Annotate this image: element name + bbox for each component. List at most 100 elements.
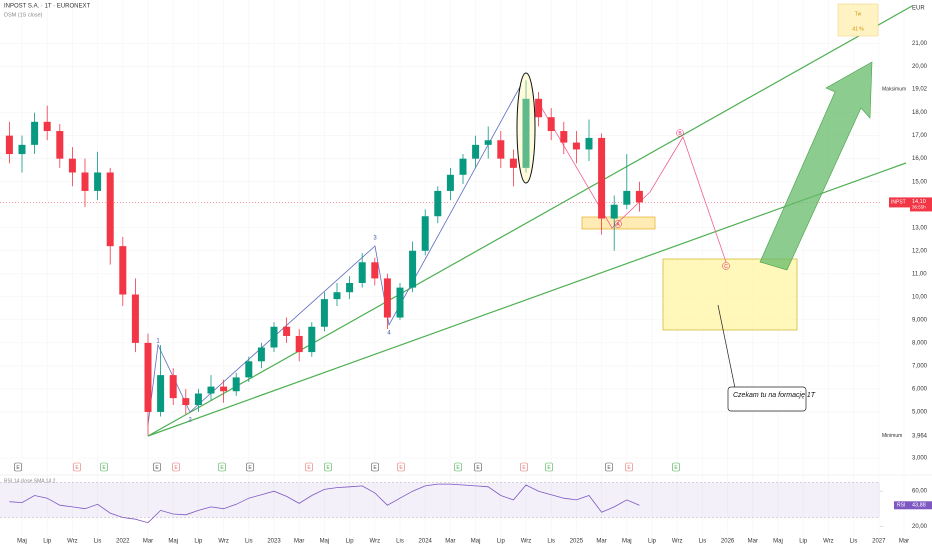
callout (727, 386, 807, 412)
trend-line (147, 5, 913, 437)
event-label[interactable]: E (102, 465, 106, 471)
x-tick-label: 2022 (116, 539, 130, 545)
wave-circle (676, 129, 684, 137)
x-tick-label: 2025 (570, 539, 584, 545)
x-tick-label: Mar (899, 539, 909, 545)
trend-line (147, 162, 907, 437)
symbol-title: INPOST S.A. · 1T · EURONEXT (4, 4, 90, 10)
event-label[interactable]: E (522, 465, 526, 471)
event-label[interactable]: E (248, 465, 252, 471)
candle-body (283, 326, 291, 336)
target-box (837, 3, 879, 37)
x-tick-label: Maj (622, 539, 632, 545)
rsi-title: RSI 14 close SMA 14 2 (4, 478, 56, 484)
event-icon[interactable] (324, 462, 332, 472)
x-tick-label: Wrz (370, 539, 381, 545)
event-icon[interactable] (246, 462, 254, 472)
candle-body (497, 140, 505, 159)
wave-path (539, 104, 727, 263)
event-icon[interactable] (371, 462, 379, 472)
x-tick-label: Lis (547, 539, 555, 545)
event-label[interactable]: E (399, 465, 403, 471)
event-icon[interactable] (605, 462, 613, 472)
x-tick-label: Mar (143, 539, 153, 545)
event-icon[interactable] (100, 462, 108, 472)
price-tag-name: Minimum (882, 433, 902, 439)
candle-body (220, 386, 228, 392)
candle-body (43, 121, 51, 132)
candle-body (409, 250, 417, 288)
candle-body (610, 204, 618, 219)
support-zone (581, 216, 656, 230)
event-icon[interactable] (397, 462, 405, 472)
x-tick-label: Lip (194, 539, 203, 545)
rsi-tick-label: 20,00 (912, 524, 928, 530)
candle-body (472, 144, 480, 159)
x-tick-label: Lip (648, 539, 657, 545)
target-box-text: Tw (855, 11, 862, 17)
candle-body (333, 292, 341, 300)
candle-body (572, 142, 580, 150)
candle-body (94, 172, 102, 191)
y-tick-label: 18,00 (912, 110, 928, 116)
candle-body (320, 299, 328, 327)
wave-label: B (678, 131, 682, 137)
event-icon[interactable] (153, 462, 161, 472)
rsi-tag (910, 501, 932, 510)
event-label[interactable]: E (607, 465, 611, 471)
event-label[interactable]: E (155, 465, 159, 471)
candle-body (308, 326, 316, 353)
event-label[interactable]: E (627, 465, 631, 471)
event-label[interactable]: E (220, 465, 224, 471)
candle-body (119, 246, 127, 295)
event-icon[interactable] (625, 462, 633, 472)
candle-body (509, 158, 517, 168)
x-tick-label: Mar (294, 539, 304, 545)
target-zone (662, 258, 798, 331)
candle-body (169, 375, 177, 399)
event-label[interactable]: E (373, 465, 377, 471)
highlight-ellipse (516, 72, 536, 184)
event-icon[interactable] (520, 462, 528, 472)
target-arrow (759, 61, 873, 271)
y-tick-label: 9,000 (912, 317, 928, 323)
event-icon[interactable] (545, 462, 553, 472)
rsi-line (9, 483, 640, 524)
y-tick-label: 16,00 (912, 156, 928, 162)
event-icon[interactable] (218, 462, 226, 472)
candle-body (598, 137, 606, 219)
wave-label: C (724, 264, 728, 270)
event-label[interactable]: E (75, 465, 79, 471)
event-label[interactable]: E (456, 465, 460, 471)
candle-body (535, 98, 543, 118)
candle-body (18, 144, 26, 155)
candle-body (346, 283, 354, 293)
event-icon[interactable] (73, 462, 81, 472)
event-label[interactable]: E (476, 465, 480, 471)
event-icon[interactable] (305, 462, 313, 472)
y-tick-label: 5,000 (912, 410, 928, 416)
y-tick-label: 17,00 (912, 133, 928, 139)
event-label[interactable]: E (547, 465, 551, 471)
candle-body (484, 140, 492, 145)
event-icon[interactable] (14, 462, 22, 472)
event-icon[interactable] (454, 462, 462, 472)
event-label[interactable]: E (307, 465, 311, 471)
candle-body (459, 158, 467, 175)
candle-body (144, 342, 152, 412)
event-icon[interactable] (172, 462, 180, 472)
event-icon[interactable] (474, 462, 482, 472)
x-tick-label: Lip (799, 539, 808, 545)
x-tick-label: Lis (699, 539, 707, 545)
event-icon[interactable] (672, 462, 680, 472)
x-tick-label: Lis (94, 539, 102, 545)
event-label[interactable]: E (674, 465, 678, 471)
candle-body (194, 393, 202, 406)
callout-line (717, 304, 736, 389)
event-label[interactable]: E (174, 465, 178, 471)
x-tick-label: Lis (850, 539, 858, 545)
price-tag-label: 3,964 (912, 433, 928, 439)
event-label[interactable]: E (16, 465, 20, 471)
event-label[interactable]: E (326, 465, 330, 471)
